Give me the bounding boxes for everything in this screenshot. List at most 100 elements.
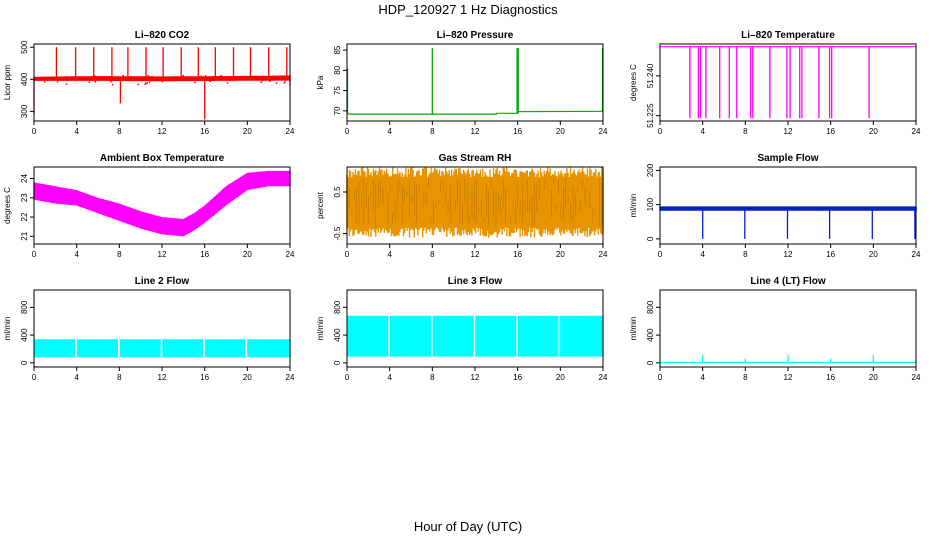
x-tick-label: 8 [117, 250, 122, 259]
noise-point [158, 76, 161, 79]
panel-rh: Gas Stream RH 0 4 8 12 16 20 24 -0.5 0.5 percent [316, 153, 608, 259]
y-tick-label: -0.5 [333, 226, 342, 240]
noise-point [284, 80, 286, 83]
noise-point [37, 79, 40, 81]
noise-point [176, 77, 178, 79]
noise-point [157, 77, 159, 79]
series-band [346, 167, 604, 238]
noise-point [205, 78, 207, 80]
y-axis-label: kPa [316, 75, 325, 89]
x-tick-label: 0 [32, 250, 37, 259]
noise-point [49, 78, 51, 80]
y-tick-label: 75 [333, 86, 342, 95]
x-tick-label: 4 [387, 127, 392, 136]
y-tick-label: 800 [333, 300, 342, 314]
panel-title: Li–820 CO2 [135, 30, 190, 41]
noise-point [148, 81, 151, 84]
panel-title: Line 3 Flow [448, 276, 503, 287]
y-axis-label: ml/min [629, 194, 638, 218]
noise-point [219, 75, 222, 77]
noise-point [153, 78, 156, 81]
series-baseline [33, 75, 291, 82]
noise-point [209, 77, 212, 79]
x-tick-label: 0 [32, 373, 37, 382]
x-tick-label: 0 [658, 127, 663, 136]
noise-point [209, 80, 211, 83]
x-tick-label: 16 [826, 373, 835, 382]
x-tick-label: 8 [117, 127, 122, 136]
y-tick-label: 200 [646, 163, 655, 177]
noise-point [200, 75, 202, 78]
x-tick-label: 8 [430, 127, 435, 136]
noise-point [94, 75, 96, 77]
noise-point [275, 82, 278, 84]
x-tick-label: 8 [430, 250, 435, 259]
panel-ambient: Ambient Box Temperature 0 4 8 12 16 20 24 21 22 23… [3, 153, 295, 259]
noise-point [78, 77, 80, 79]
noise-point [261, 80, 263, 82]
series-level [348, 110, 604, 115]
noise-point [44, 81, 46, 83]
panel-title: Gas Stream RH [439, 153, 512, 164]
noise-point [65, 83, 68, 85]
y-tick-label: 22 [20, 212, 29, 221]
noise-point [122, 74, 124, 77]
x-tick-label: 20 [243, 373, 252, 382]
y-tick-label: 23 [20, 193, 29, 202]
x-tick-label: 16 [826, 250, 835, 259]
series-band [347, 315, 604, 357]
noise-point [137, 83, 139, 86]
y-axis-label: degrees C [3, 187, 12, 224]
noise-point [161, 80, 163, 83]
x-tick-label: 12 [784, 373, 793, 382]
x-tick-label: 8 [117, 373, 122, 382]
x-tick-label: 20 [869, 127, 878, 136]
x-tick-label: 12 [784, 127, 793, 136]
noise-point [145, 82, 147, 85]
noise-point [147, 74, 149, 77]
y-tick-label: 0 [333, 360, 342, 365]
panel-title: Sample Flow [757, 153, 818, 164]
y-tick-label: 400 [20, 328, 29, 342]
noise-point [283, 82, 286, 84]
y-tick-label: 0 [20, 360, 29, 365]
x-tick-label: 20 [869, 250, 878, 259]
y-tick-label: 24 [20, 174, 29, 183]
y-tick-label: 300 [20, 104, 29, 118]
panel-licor_temp: Li–820 Temperature 0 4 8 12 16 20 24 51.225 51.24… [629, 30, 921, 136]
noise-point [54, 79, 57, 81]
series-band [34, 339, 291, 358]
x-tick-label: 4 [74, 127, 79, 136]
x-tick-label: 0 [32, 127, 37, 136]
noise-point [110, 80, 112, 83]
x-tick-label: 4 [700, 373, 705, 382]
x-tick-label: 12 [471, 127, 480, 136]
y-axis-label: percent [316, 191, 325, 218]
noise-point [194, 81, 196, 84]
panel-line3: Line 3 Flow 0 4 8 12 16 20 24 0 400 800 ml/min [316, 276, 608, 382]
x-tick-label: 4 [74, 250, 79, 259]
noise-point [151, 75, 153, 78]
noise-point [123, 79, 125, 82]
x-tick-label: 12 [784, 250, 793, 259]
noise-point [102, 78, 105, 80]
noise-point [204, 75, 207, 77]
y-tick-label: 0 [646, 236, 655, 241]
noise-point [256, 76, 258, 79]
x-tick-label: 16 [513, 250, 522, 259]
y-tick-label: 100 [646, 197, 655, 211]
x-tick-label: 16 [200, 373, 209, 382]
y-axis-label: degrees C [629, 64, 638, 101]
noise-point [252, 77, 254, 80]
y-tick-label: 800 [646, 300, 655, 314]
noise-point [220, 75, 223, 77]
panel-title: Line 2 Flow [135, 276, 190, 287]
noise-point [233, 77, 236, 80]
x-tick-label: 24 [286, 373, 295, 382]
y-tick-label: 85 [333, 45, 342, 54]
x-tick-label: 20 [556, 127, 565, 136]
x-tick-label: 12 [158, 373, 167, 382]
x-tick-label: 4 [74, 373, 79, 382]
